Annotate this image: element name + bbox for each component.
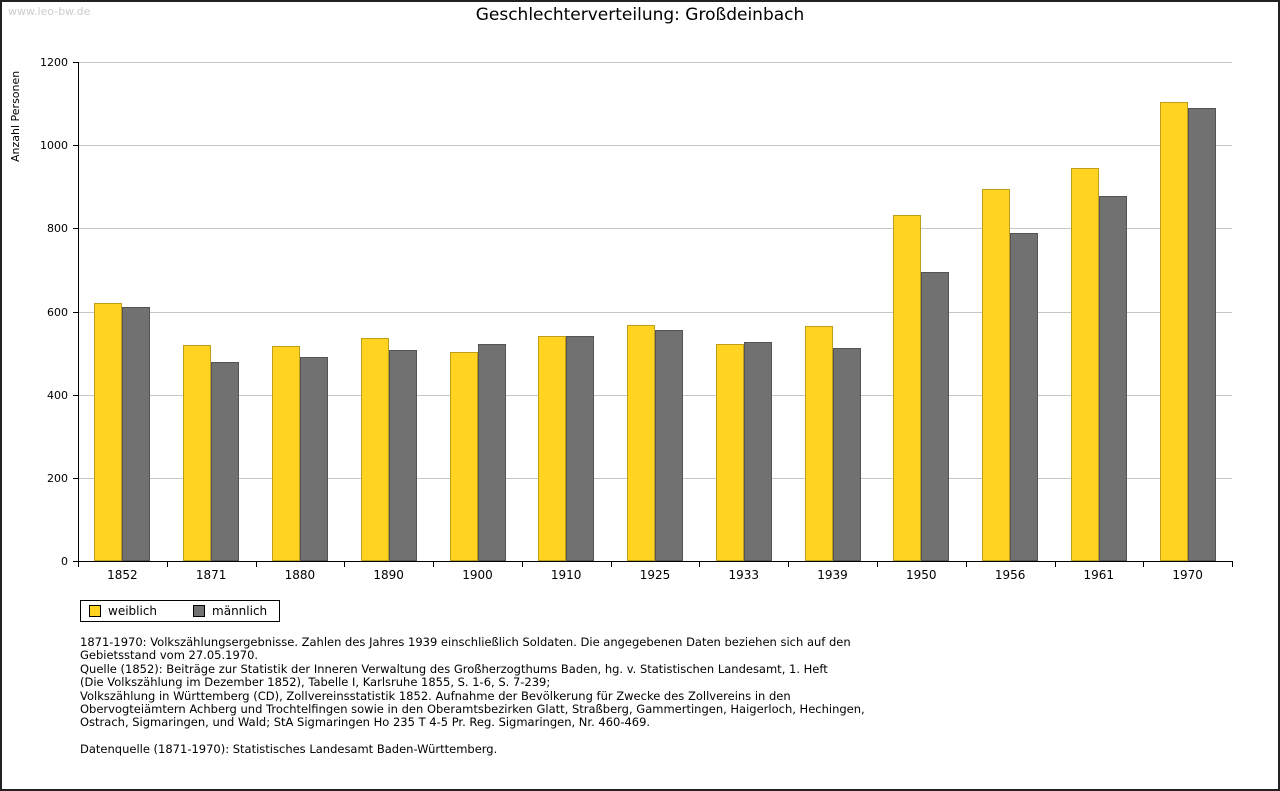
- legend-label-männlich: männlich: [212, 604, 268, 618]
- x-category-label-1950: 1950: [906, 568, 937, 582]
- bar-männlich-1880: [299, 356, 328, 561]
- bar-weiblich-1925: [627, 324, 655, 561]
- y-tickmark-1200: [73, 62, 78, 63]
- x-tickmark-9: [876, 562, 878, 567]
- bar-männlich-1900: [477, 344, 506, 561]
- bar-weiblich-1961: [1070, 168, 1099, 561]
- x-category-label-1880: 1880: [284, 568, 316, 582]
- watermark-leo-bw: www.leo-bw.de: [8, 5, 91, 18]
- x-tickmark-5: [521, 562, 523, 567]
- x-category-label-1871: 1871: [195, 568, 227, 582]
- x-category-label-1890: 1890: [373, 568, 404, 582]
- footnote-line-9: Datenquelle (1871-1970): Statistisches L…: [80, 742, 498, 757]
- bar-männlich-1961: [1098, 195, 1127, 561]
- x-tickmark-10: [965, 562, 967, 567]
- bar-weiblich-1956: [982, 189, 1011, 561]
- x-category-label-1970: 1970: [1172, 568, 1203, 582]
- bar-männlich-1956: [1010, 232, 1039, 561]
- bar-männlich-1852: [122, 307, 151, 561]
- chart-legend: weiblich männlich: [80, 600, 281, 622]
- bar-männlich-1890: [388, 349, 417, 561]
- y-axis-line: [78, 62, 79, 561]
- x-category-label-1900: 1900: [462, 568, 493, 582]
- bar-männlich-1970: [1187, 108, 1216, 561]
- x-tickmark-6: [610, 562, 612, 567]
- y-tickmark-400: [73, 394, 78, 396]
- bar-männlich-1925: [655, 329, 683, 561]
- y-tick-label-800: 800: [47, 222, 68, 236]
- footnote-line-8: [80, 730, 1210, 743]
- x-axis-line: [78, 561, 1233, 562]
- x-category-label-1933: 1933: [728, 568, 760, 582]
- bar-weiblich-1890: [360, 338, 389, 561]
- gridline-600: [78, 311, 1232, 313]
- footnote-line-7: Ostrach, Sigmaringen, und Wald; StA Sigm…: [80, 715, 651, 730]
- footnote-line-4: (Die Volkszählung im Dezember 1852), Tab…: [80, 675, 551, 690]
- x-tickmark-4: [433, 562, 435, 567]
- x-category-label-1925: 1925: [639, 568, 671, 582]
- bar-weiblich-1970: [1159, 101, 1188, 561]
- bar-weiblich-1880: [271, 345, 300, 561]
- legend-swatch-männlich: [193, 605, 206, 617]
- x-tickmark-1: [166, 562, 168, 567]
- y-tickmark-600: [73, 311, 78, 313]
- bar-männlich-1933: [743, 342, 772, 561]
- gridline-1200: [78, 62, 1232, 63]
- x-category-label-1910: 1910: [550, 568, 582, 582]
- y-tick-label-1000: 1000: [40, 139, 68, 153]
- footnote-line-1: 1871-1970: Volkszählungsergebnisse. Zahl…: [80, 635, 851, 649]
- y-tick-label-200: 200: [47, 471, 68, 485]
- legend-label-weiblich: weiblich: [108, 604, 158, 618]
- x-category-label-1852: 1852: [107, 568, 138, 582]
- gridline-800: [78, 228, 1232, 230]
- bar-weiblich-1871: [183, 344, 212, 561]
- footnote-line-2: Gebietsstand vom 27.05.1970.: [80, 648, 259, 663]
- gridline-1000: [78, 145, 1232, 147]
- x-tickmark-7: [699, 562, 701, 567]
- y-tick-label-600: 600: [47, 305, 68, 319]
- x-tickmark-3: [344, 562, 346, 567]
- y-tick-label-1200: 1200: [40, 56, 68, 69]
- footnote-line-5: Volkszählung in Württemberg (CD), Zollve…: [80, 688, 791, 703]
- bar-männlich-1871: [211, 362, 240, 561]
- legend-item-männlich: männlich: [193, 604, 267, 618]
- bar-weiblich-1950: [893, 215, 922, 561]
- bar-weiblich-1900: [449, 351, 478, 561]
- x-tickmark-12: [1143, 562, 1145, 567]
- bar-weiblich-1939: [804, 326, 833, 561]
- footnote-line-6: Obervogteiämtern Achberg und Trochtelfin…: [80, 702, 865, 717]
- x-tickmark-8: [788, 562, 790, 567]
- bar-weiblich-1910: [538, 336, 567, 561]
- legend-item-weiblich: weiblich: [89, 604, 157, 618]
- y-tickmark-1000: [73, 145, 78, 147]
- y-tickmark-800: [73, 228, 78, 230]
- legend-swatch-weiblich: [89, 605, 101, 617]
- bar-männlich-1939: [832, 348, 861, 561]
- chart-title: Geschlechterverteilung: Großdeinbach: [475, 5, 805, 25]
- footnotes-block: 1871-1970: Volkszählungsergebnisse. Zahl…: [80, 635, 1210, 757]
- x-category-label-1956: 1956: [994, 568, 1026, 582]
- x-category-label-1939: 1939: [817, 568, 848, 582]
- x-tickmark-13: [1232, 562, 1233, 567]
- x-tickmark-2: [255, 562, 257, 567]
- y-tickmark-200: [73, 477, 78, 479]
- bar-männlich-1950: [921, 272, 950, 561]
- x-tickmark-11: [1054, 562, 1056, 567]
- footnote-line-3: Quelle (1852): Beiträge zur Statistik de…: [80, 661, 828, 676]
- bar-männlich-1910: [566, 336, 595, 561]
- y-tick-label-400: 400: [47, 388, 68, 402]
- bar-weiblich-1933: [715, 344, 744, 561]
- x-category-label-1961: 1961: [1083, 568, 1115, 582]
- bar-weiblich-1852: [94, 303, 123, 561]
- x-tickmark-0: [78, 562, 79, 567]
- y-tick-label-0: 0: [61, 555, 68, 568]
- y-tickmark-0: [73, 561, 78, 562]
